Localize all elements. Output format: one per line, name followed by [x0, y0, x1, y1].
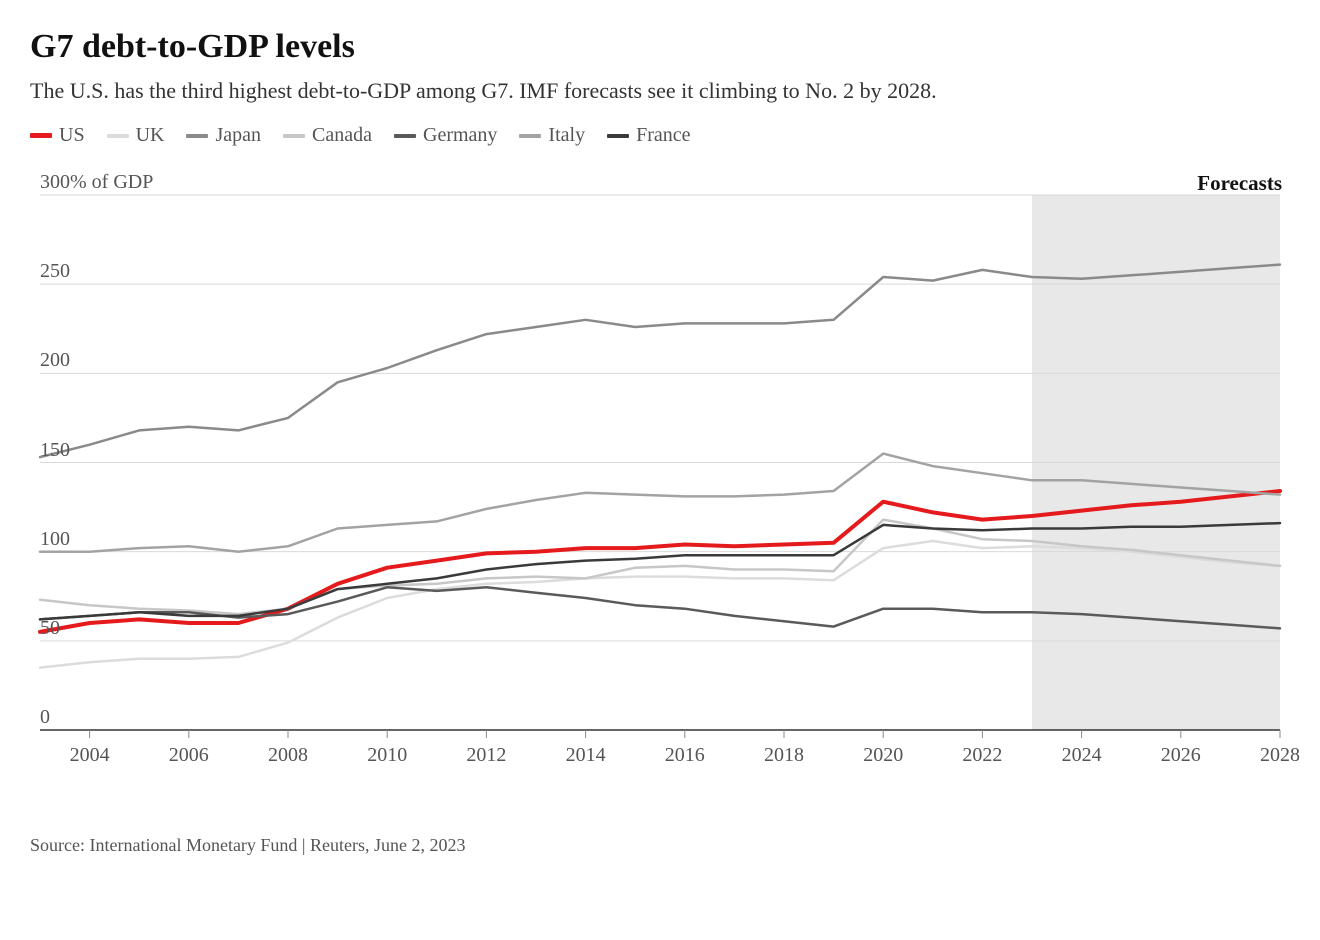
legend-swatch: [283, 134, 305, 138]
legend-swatch: [394, 134, 416, 138]
x-tick-label: 2024: [1062, 744, 1102, 767]
legend-series-label: Japan: [215, 124, 261, 147]
x-tick-label: 2018: [764, 744, 804, 767]
chart-title: G7 debt-to-GDP levels: [30, 28, 1290, 66]
x-tick-label: 2016: [665, 744, 705, 767]
legend-item: Canada: [283, 124, 372, 147]
legend-item: UK: [107, 124, 165, 147]
legend-item: Germany: [394, 124, 497, 147]
chart-source: Source: International Monetary Fund | Re…: [30, 835, 1290, 856]
y-tick-label: 150: [40, 439, 70, 462]
legend-swatch: [519, 134, 541, 138]
x-tick-label: 2026: [1161, 744, 1201, 767]
chart-legend: US UK Japan Canada Germany Italy France: [30, 124, 1290, 147]
x-tick-label: 2014: [566, 744, 606, 767]
legend-swatch: [107, 134, 129, 138]
y-tick-label: 50: [40, 617, 60, 640]
x-tick-label: 2012: [466, 744, 506, 767]
legend-series-label: France: [636, 124, 690, 147]
legend-series-label: Italy: [548, 124, 585, 147]
x-tick-label: 2028: [1260, 744, 1300, 767]
y-tick-label: 100: [40, 528, 70, 551]
legend-swatch: [607, 134, 629, 138]
legend-series-label: Germany: [423, 124, 497, 147]
chart-subtitle: The U.S. has the third highest debt-to-G…: [30, 78, 1290, 104]
legend-series-label: Canada: [312, 124, 372, 147]
legend-series-label: US: [59, 124, 85, 147]
y-tick-label: 200: [40, 349, 70, 372]
legend-swatch: [186, 134, 208, 138]
chart-container: Forecasts 0 50 100 150 200 250 300% of GDP 2004…: [30, 165, 1290, 805]
legend-series-label: UK: [136, 124, 165, 147]
x-tick-label: 2004: [70, 744, 110, 767]
legend-item: Italy: [519, 124, 585, 147]
legend-swatch: [30, 133, 52, 138]
y-tick-label: 0: [40, 706, 50, 729]
x-tick-label: 2008: [268, 744, 308, 767]
x-tick-label: 2020: [863, 744, 903, 767]
legend-item: Japan: [186, 124, 261, 147]
legend-item: US: [30, 124, 85, 147]
y-tick-label: 250: [40, 260, 70, 283]
x-tick-label: 2022: [962, 744, 1002, 767]
legend-item: France: [607, 124, 690, 147]
line-chart-svg: [30, 165, 1290, 805]
x-tick-label: 2006: [169, 744, 209, 767]
forecast-label: Forecasts: [1197, 171, 1282, 196]
x-tick-label: 2010: [367, 744, 407, 767]
y-tick-label: 300% of GDP: [40, 171, 153, 194]
